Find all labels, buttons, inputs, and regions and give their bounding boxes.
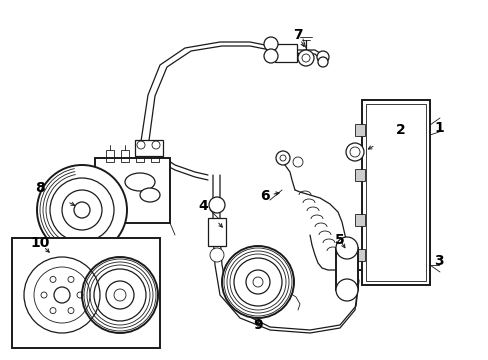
Text: 3: 3 [433,254,443,268]
Bar [151,150,159,162]
Bar [274,44,296,62]
Circle shape [209,248,224,262]
Ellipse shape [140,188,160,202]
Bar [135,140,163,156]
Circle shape [234,258,282,306]
Text: 1: 1 [433,121,443,135]
Circle shape [245,270,269,294]
Bar [121,150,129,162]
Text: 2: 2 [395,123,405,137]
Circle shape [264,37,278,51]
Circle shape [317,57,327,67]
Text: 6: 6 [260,189,269,203]
Bar [207,218,225,246]
Bar [354,214,364,226]
Text: 4: 4 [198,199,207,213]
Circle shape [222,246,293,318]
Bar [12,238,160,348]
Bar [354,124,364,136]
Circle shape [297,50,313,66]
Text: 7: 7 [293,28,302,42]
Circle shape [252,277,263,287]
Circle shape [264,49,278,63]
Text: 10: 10 [30,236,50,250]
Bar [136,150,143,162]
Text: 5: 5 [334,233,344,247]
Circle shape [335,279,357,301]
Bar [335,248,357,290]
Bar [365,104,425,281]
Bar [354,249,364,261]
Circle shape [346,143,363,161]
Text: 8: 8 [35,181,45,195]
Bar [361,100,429,285]
Text: 9: 9 [253,318,262,332]
Circle shape [335,237,357,259]
Ellipse shape [125,173,155,191]
Bar [106,150,114,162]
Circle shape [316,51,328,63]
Circle shape [275,151,289,165]
Circle shape [208,197,224,213]
Circle shape [37,165,127,255]
Bar [95,158,170,223]
Bar [354,169,364,181]
